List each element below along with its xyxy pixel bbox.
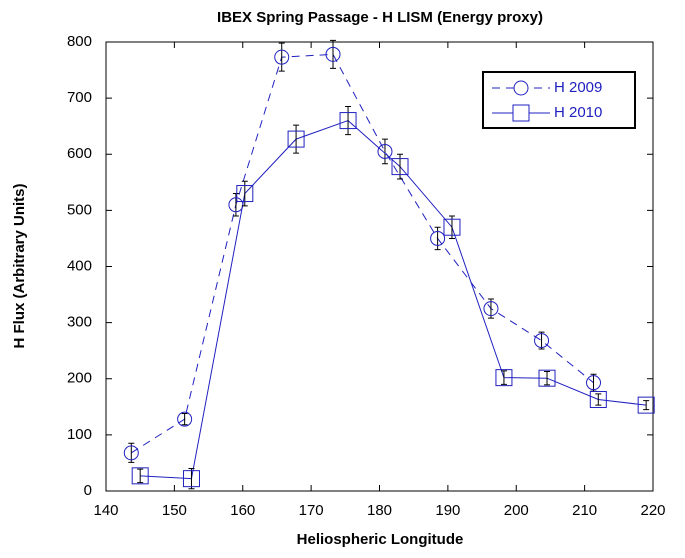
error-bar: [487, 298, 494, 319]
x-tick-label: 140: [93, 502, 118, 519]
marker: [123, 445, 139, 461]
error-bar: [544, 370, 551, 386]
error-bar: [397, 153, 404, 180]
legend-marker: [513, 80, 529, 96]
marker: [534, 333, 550, 349]
y-tick-label: 300: [67, 314, 92, 331]
error-bar: [381, 138, 388, 165]
y-tick-label: 200: [67, 370, 92, 387]
marker: [339, 112, 357, 130]
error-bar: [595, 393, 602, 406]
marker: [391, 158, 409, 176]
y-tick-label: 700: [67, 89, 92, 106]
legend-label: H 2009: [554, 79, 602, 96]
error-bar: [188, 468, 195, 490]
x-axis-label: Heliospheric Longitude: [297, 531, 464, 548]
y-tick-label: 800: [67, 33, 92, 50]
legend-marker: [512, 104, 530, 122]
error-bar: [232, 193, 239, 217]
chart-title: IBEX Spring Passage - H LISM (Energy pro…: [217, 9, 543, 26]
x-tick-label: 190: [435, 502, 460, 519]
y-axis-label: H Flux (Arbitrary Units): [11, 183, 28, 348]
legend-box: [482, 71, 636, 129]
y-tick-label: 600: [67, 145, 92, 162]
x-tick-label: 170: [299, 502, 324, 519]
error-bar: [128, 442, 135, 463]
marker: [637, 396, 655, 414]
marker: [483, 301, 499, 317]
marker: [131, 467, 149, 485]
error-bar: [278, 42, 285, 72]
marker: [236, 185, 254, 203]
marker: [495, 369, 513, 387]
x-tick-label: 210: [572, 502, 597, 519]
marker: [586, 375, 602, 391]
error-bar: [590, 373, 597, 392]
marker: [377, 143, 393, 159]
marker: [177, 411, 193, 427]
marker: [443, 218, 461, 236]
error-bar: [181, 413, 188, 426]
error-bar: [293, 124, 300, 154]
error-bar: [137, 468, 144, 484]
marker: [287, 130, 305, 148]
marker: [430, 230, 446, 246]
error-bar: [643, 400, 650, 411]
error-bar: [500, 370, 507, 385]
error-bar: [448, 215, 455, 239]
marker: [589, 391, 607, 409]
error-bar: [345, 106, 352, 136]
x-tick-label: 160: [230, 502, 255, 519]
x-tick-label: 150: [162, 502, 187, 519]
error-bar: [330, 39, 337, 69]
series-line: [131, 53, 594, 454]
marker: [182, 470, 200, 488]
error-bar: [538, 331, 545, 350]
marker: [538, 369, 556, 387]
y-tick-label: 100: [67, 426, 92, 443]
x-tick-label: 200: [504, 502, 529, 519]
x-tick-label: 220: [640, 502, 665, 519]
y-tick-label: 500: [67, 201, 92, 218]
error-bar: [434, 226, 441, 251]
marker: [325, 46, 341, 62]
y-tick-label: 0: [84, 482, 92, 499]
marker: [274, 49, 290, 65]
legend-label: H 2010: [554, 104, 602, 121]
x-tick-label: 180: [367, 502, 392, 519]
y-tick-label: 400: [67, 257, 92, 274]
